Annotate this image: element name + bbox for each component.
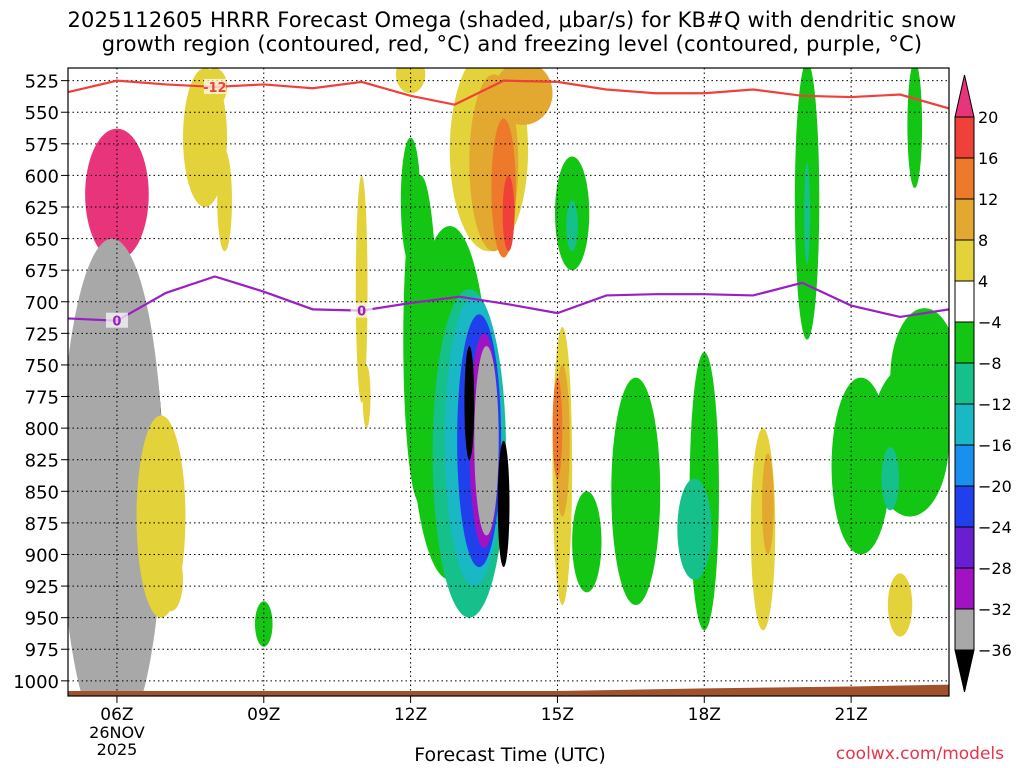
contour-label: 0 bbox=[112, 315, 121, 330]
omega-cell bbox=[502, 175, 515, 252]
y-tick-label: 650 bbox=[25, 230, 59, 251]
y-tick-label: 900 bbox=[25, 545, 59, 566]
y-tick-label: 1000 bbox=[13, 672, 59, 693]
colorbar-segment bbox=[954, 280, 975, 323]
omega-cell bbox=[572, 491, 602, 593]
omega-cell bbox=[887, 573, 913, 637]
colorbar-segment bbox=[954, 116, 975, 159]
y-tick-label: 800 bbox=[25, 419, 59, 440]
colorbar-segment bbox=[954, 608, 975, 651]
omega-cell bbox=[158, 548, 184, 612]
colorbar-segment bbox=[954, 485, 975, 528]
x-tick-label: 18Z bbox=[688, 705, 721, 725]
omega-cell bbox=[395, 68, 426, 94]
contour-label-bg bbox=[203, 78, 226, 94]
y-tick-label: 625 bbox=[25, 198, 59, 219]
colorbar-top-arrow bbox=[954, 74, 975, 118]
omega-cell bbox=[493, 68, 553, 125]
freezing-level-line bbox=[68, 275, 949, 322]
omega-cell bbox=[68, 238, 164, 696]
colorbar-segment bbox=[954, 403, 975, 446]
credit-text: coolwx.com/models bbox=[835, 744, 1004, 764]
colorbar-label: −16 bbox=[978, 436, 1012, 455]
plot-border bbox=[67, 67, 950, 697]
omega-cell bbox=[804, 162, 810, 264]
colorbar-segment bbox=[954, 321, 975, 364]
x-axis-title: Forecast Time (UTC) bbox=[414, 744, 606, 766]
omega-cell bbox=[762, 453, 774, 555]
y-tick-label: 925 bbox=[25, 577, 59, 598]
y-tick-label: 875 bbox=[25, 514, 59, 535]
omega-cell bbox=[566, 200, 579, 252]
colorbar-label: 12 bbox=[978, 190, 998, 209]
y-tick-label: 825 bbox=[25, 451, 59, 472]
colorbar-segment bbox=[954, 239, 975, 282]
x-tick-label: 06Z bbox=[100, 705, 133, 725]
omega-cell bbox=[474, 345, 499, 536]
colorbar-segment bbox=[954, 567, 975, 610]
y-tick-label: 675 bbox=[25, 261, 59, 282]
y-tick-label: 700 bbox=[25, 293, 59, 314]
contour-label: -12 bbox=[203, 81, 227, 96]
x-date-label: 26NOV bbox=[89, 723, 145, 742]
ground-terrain bbox=[68, 684, 949, 696]
contour-label: 0 bbox=[357, 305, 366, 320]
colorbar-label: −32 bbox=[978, 600, 1012, 619]
omega-cell bbox=[254, 601, 273, 647]
colorbar-segment bbox=[954, 444, 975, 487]
omega-cell bbox=[355, 175, 368, 403]
contour-label-bg bbox=[350, 302, 373, 318]
colorbar-label: −4 bbox=[978, 313, 1002, 332]
x-date-label: 2025 bbox=[97, 740, 138, 759]
y-tick-label: 600 bbox=[25, 166, 59, 187]
y-tick-label: 575 bbox=[25, 135, 59, 156]
y-tick-label: 975 bbox=[25, 640, 59, 661]
colorbar-segment bbox=[954, 198, 975, 241]
x-tick-label: 09Z bbox=[247, 705, 280, 725]
omega-cell bbox=[881, 447, 900, 511]
omega-cell bbox=[464, 345, 475, 460]
omega-cell bbox=[362, 364, 371, 429]
colorbar-label: −20 bbox=[978, 477, 1012, 496]
colorbar-segment bbox=[954, 362, 975, 405]
chart-title-line-1: 2025112605 HRRR Forecast Omega (shaded, … bbox=[67, 8, 957, 32]
colorbar-label: −12 bbox=[978, 395, 1012, 414]
colorbar-label: −28 bbox=[978, 559, 1012, 578]
y-tick-label: 950 bbox=[25, 609, 59, 630]
colorbar-label: 20 bbox=[978, 108, 998, 127]
contour-label-bg bbox=[105, 312, 128, 328]
y-tick-label: 850 bbox=[25, 482, 59, 503]
omega-cell bbox=[217, 150, 232, 252]
colorbar-segment bbox=[954, 526, 975, 569]
omega-cell bbox=[890, 308, 949, 448]
colorbar-bottom-arrow bbox=[954, 649, 975, 693]
chart-title-line-2: growth region (contoured, red, °C) and f… bbox=[101, 32, 923, 56]
y-tick-label: 525 bbox=[25, 72, 59, 93]
omega-cell bbox=[677, 478, 712, 580]
colorbar-label: −36 bbox=[978, 641, 1012, 660]
colorbar-label: 16 bbox=[978, 149, 998, 168]
omega-cell bbox=[400, 137, 421, 264]
x-tick-label: 15Z bbox=[541, 705, 574, 725]
y-tick-label: 725 bbox=[25, 324, 59, 345]
colorbar-label: 8 bbox=[978, 231, 988, 250]
y-tick-label: 550 bbox=[25, 103, 59, 124]
colorbar-segment bbox=[954, 157, 975, 200]
omega-cell bbox=[497, 440, 510, 568]
colorbar-label: 4 bbox=[978, 272, 988, 291]
colorbar-label: −8 bbox=[978, 354, 1002, 373]
y-tick-label: 750 bbox=[25, 356, 59, 377]
x-tick-label: 21Z bbox=[834, 705, 867, 725]
x-tick-label: 12Z bbox=[394, 705, 427, 725]
y-tick-label: 775 bbox=[25, 388, 59, 409]
colorbar-label: −24 bbox=[978, 518, 1012, 537]
